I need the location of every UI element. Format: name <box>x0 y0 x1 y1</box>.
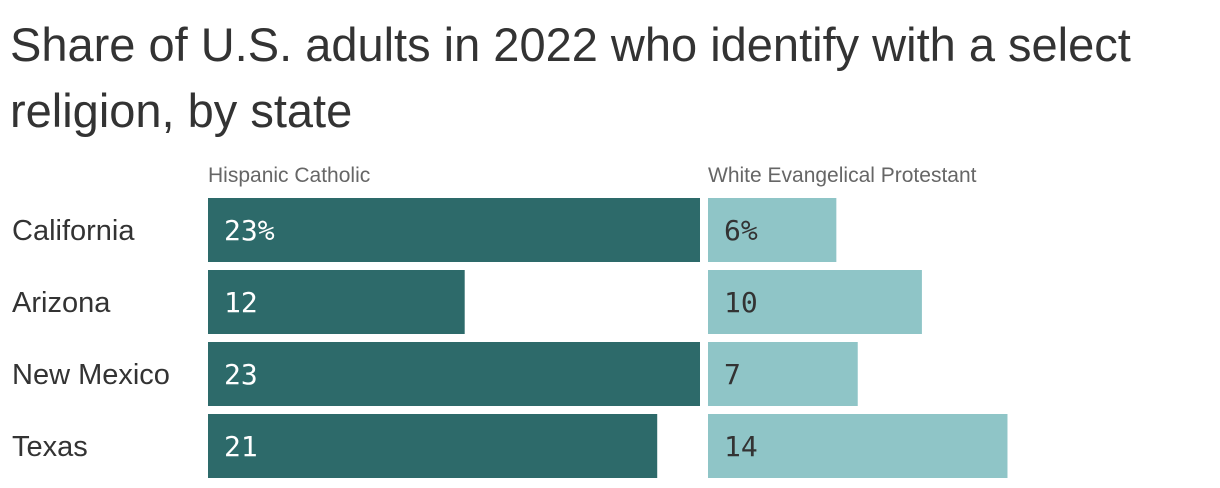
bar <box>208 198 700 262</box>
bar <box>208 414 658 478</box>
series-label: Hispanic Catholic <box>208 164 370 187</box>
data-label: 21 <box>224 430 258 463</box>
series-label: White Evangelical Protestant <box>708 164 977 187</box>
data-label: 12 <box>224 286 258 319</box>
bar <box>708 414 1008 478</box>
bar <box>708 198 837 262</box>
chart-title: Share of U.S. adults in 2022 who identif… <box>10 18 1131 137</box>
category-label: New Mexico <box>12 359 170 391</box>
bar <box>708 342 858 406</box>
bar <box>208 270 465 334</box>
data-label: 23% <box>224 214 275 247</box>
category-label: Arizona <box>12 287 111 319</box>
bar <box>708 270 922 334</box>
data-label: 10 <box>724 286 758 319</box>
data-label: 6% <box>724 214 758 247</box>
data-label: 23 <box>224 358 258 391</box>
category-label: California <box>12 215 135 247</box>
category-label: Texas <box>12 431 88 463</box>
data-label: 7 <box>724 358 741 391</box>
bar <box>208 342 700 406</box>
data-label: 14 <box>724 430 758 463</box>
